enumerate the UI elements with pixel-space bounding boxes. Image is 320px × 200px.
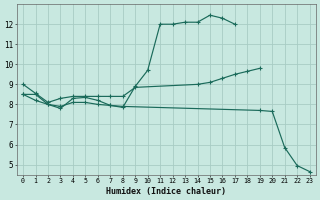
X-axis label: Humidex (Indice chaleur): Humidex (Indice chaleur) — [106, 187, 226, 196]
